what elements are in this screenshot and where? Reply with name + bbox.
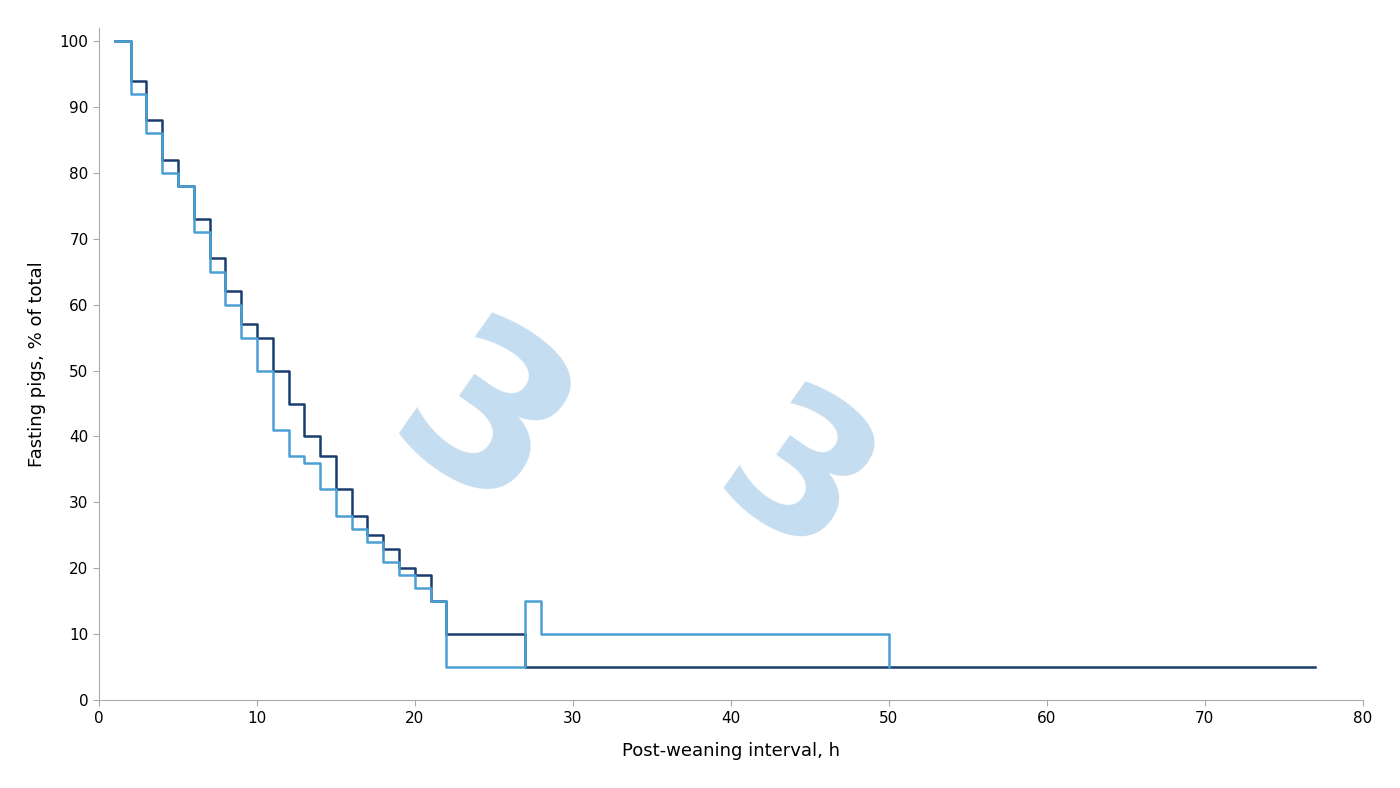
Text: 3: 3 [353, 299, 603, 563]
Text: 3: 3 [685, 369, 903, 600]
X-axis label: Post-weaning interval, h: Post-weaning interval, h [622, 742, 840, 760]
Y-axis label: Fasting pigs, % of total: Fasting pigs, % of total [28, 261, 46, 466]
